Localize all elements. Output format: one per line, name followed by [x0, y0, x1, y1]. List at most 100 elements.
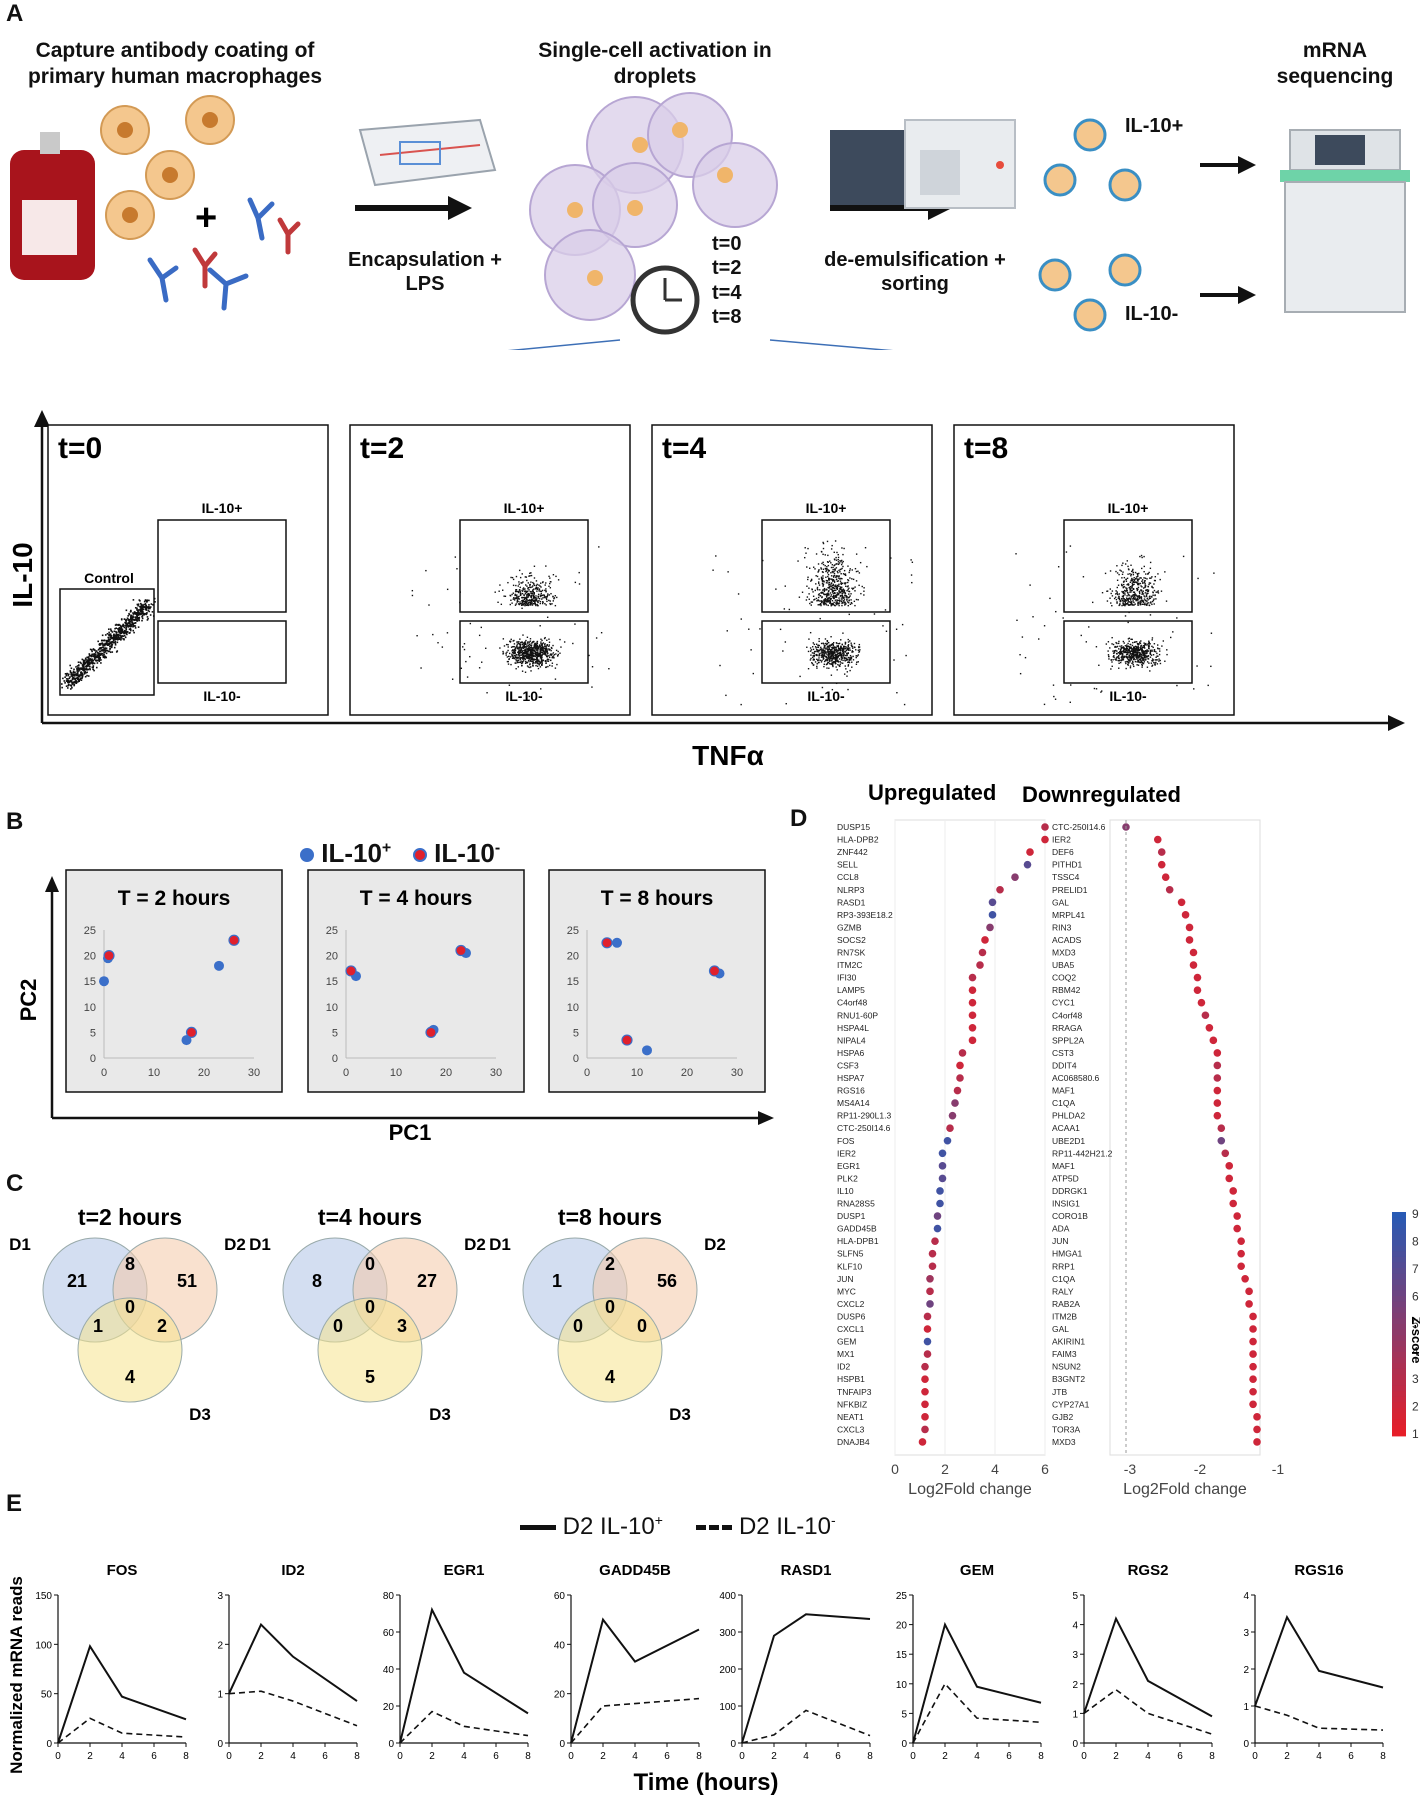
line-y-tick: 3	[1072, 1650, 1078, 1661]
down-gene-dot	[1189, 948, 1198, 957]
up-gene-dot	[933, 1224, 942, 1233]
colorbar-segment	[1392, 1312, 1406, 1319]
pca-y-tick: 20	[326, 951, 338, 963]
panel-a-illustration: +	[10, 92, 1410, 350]
down-gene-label: MXD3	[1052, 948, 1076, 958]
line-chart-title: ID2	[281, 1562, 304, 1579]
colorbar-segment	[1392, 1346, 1406, 1353]
line-x-tick: 2	[600, 1751, 606, 1762]
down-gene-dot	[1213, 1111, 1222, 1120]
down-gene-dot	[1249, 1337, 1257, 1346]
colorbar-tick: 1	[1412, 1427, 1419, 1441]
gate-il10-pos	[761, 519, 891, 613]
up-x-tick: 2	[941, 1461, 949, 1477]
line-x-tick: 2	[258, 1751, 264, 1762]
down-gene-label: SPPL2A	[1052, 1035, 1084, 1045]
line-y-tick: 0	[901, 1739, 907, 1750]
colorbar-segment	[1392, 1329, 1406, 1336]
up-gene-label: CXCL1	[837, 1324, 865, 1334]
down-gene-label: PHLDA2	[1052, 1111, 1085, 1121]
pca-y-tick: 5	[332, 1027, 338, 1039]
flow-y-axis-label: IL-10	[7, 542, 38, 607]
down-x-tick: -2	[1194, 1461, 1207, 1477]
line-y-tick: 60	[554, 1591, 566, 1602]
venn-title: t=8 hours	[558, 1204, 662, 1230]
down-gene-dot	[1249, 1350, 1257, 1358]
venn-d3-only: 5	[365, 1367, 375, 1387]
up-gene-label: RNU1-60P	[837, 1010, 878, 1020]
line-y-tick: 20	[896, 1621, 908, 1632]
down-gene-label: MRPL41	[1052, 910, 1085, 920]
down-gene-dot	[1185, 936, 1194, 944]
pca-plot-title: T = 4 hours	[360, 887, 473, 910]
up-x-tick: 0	[891, 1461, 899, 1477]
gate-il10-pos	[1063, 519, 1193, 613]
up-gene-dot	[938, 1149, 947, 1158]
step5-title: mRNA sequencing	[1276, 39, 1394, 89]
down-gene-label: RIN3	[1052, 922, 1072, 932]
pca-y-tick: 5	[90, 1027, 96, 1039]
colorbar-segment	[1392, 1240, 1406, 1246]
down-gene-dot	[1177, 898, 1186, 907]
line-y-tick: 400	[719, 1591, 736, 1602]
up-gene-label: KLF10	[837, 1261, 862, 1271]
venn-label-d2: D2	[224, 1235, 246, 1254]
line-chart-gadd45b: GADD45B 0 20 40 60 0 2 4 6 8	[554, 1562, 702, 1762]
up-gene-label: CXCL3	[837, 1424, 865, 1434]
up-gene-label: RP3-393E18.2	[837, 910, 893, 920]
pca-y-axis-label: PC2	[16, 979, 41, 1022]
line-x-tick: 8	[1380, 1751, 1386, 1762]
up-gene-dot	[946, 1124, 954, 1132]
down-gene-dot	[1193, 973, 1202, 982]
step3-title: Single-cell activation in droplets	[538, 39, 772, 89]
blood-bag-icon	[10, 132, 95, 280]
venn-d1-d2: 8	[125, 1254, 135, 1274]
up-gene-dot	[951, 1099, 959, 1107]
legend-dashed-label: D2 IL-10	[738, 1513, 831, 1540]
series-il10-neg	[57, 1717, 187, 1744]
line-y-tick: 0	[1072, 1739, 1078, 1750]
gate-bottom-label: IL-10-	[807, 688, 845, 704]
line-y-tick: 2	[1072, 1680, 1078, 1691]
series-il10-neg	[399, 1710, 529, 1744]
pca-point	[103, 949, 115, 962]
up-gene-dot	[1041, 835, 1049, 844]
up-gene-dot	[926, 1300, 934, 1308]
gate-il10-neg	[157, 620, 287, 684]
down-gene-label: HMGA1	[1052, 1249, 1083, 1259]
down-gene-label: ATP5D	[1052, 1173, 1079, 1183]
up-gene-label: C4orf48	[837, 998, 868, 1008]
colorbar-segment	[1392, 1212, 1406, 1218]
up-gene-label: TNFAIP3	[837, 1387, 872, 1397]
line-x-tick: 6	[664, 1751, 670, 1762]
timepoint-0: t=0	[712, 233, 742, 255]
up-gene-dot	[1026, 848, 1034, 856]
line-x-tick: 4	[290, 1751, 296, 1762]
flow-plot-frame	[651, 424, 933, 716]
flow-plot-1: t=2 IL-10+ IL-10-	[349, 424, 631, 716]
down-gene-dot	[1157, 860, 1166, 869]
line-x-tick: 2	[87, 1751, 93, 1762]
plus-sign: +	[195, 197, 217, 239]
gate-il10-neg	[761, 620, 891, 684]
down-gene-dot	[1213, 1086, 1222, 1095]
up-gene-label: RGS16	[837, 1086, 865, 1096]
gate-il10-pos	[157, 519, 287, 613]
line-x-tick: 6	[835, 1751, 841, 1762]
up-gene-label: RP11-290L1.3	[837, 1111, 891, 1121]
venn-set-d3	[557, 1297, 663, 1403]
colorbar-segment	[1392, 1335, 1406, 1342]
up-gene-dot	[958, 1049, 967, 1057]
line-x-tick: 6	[1006, 1751, 1012, 1762]
venn-all: 0	[605, 1297, 615, 1317]
colorbar-tick: 9	[1412, 1207, 1419, 1221]
up-gene-label: PLK2	[837, 1173, 858, 1183]
line-y-tick: 0	[559, 1739, 565, 1750]
line-x-tick: 2	[429, 1751, 435, 1762]
up-gene-label: DUSP15	[837, 822, 870, 832]
panel-e-label: E	[6, 1490, 23, 1517]
panel-c-label: C	[6, 1170, 24, 1197]
up-gene-label: RASD1	[837, 897, 866, 907]
down-gene-label: GAL	[1052, 897, 1069, 907]
venn-d2-d3: 0	[637, 1316, 647, 1336]
